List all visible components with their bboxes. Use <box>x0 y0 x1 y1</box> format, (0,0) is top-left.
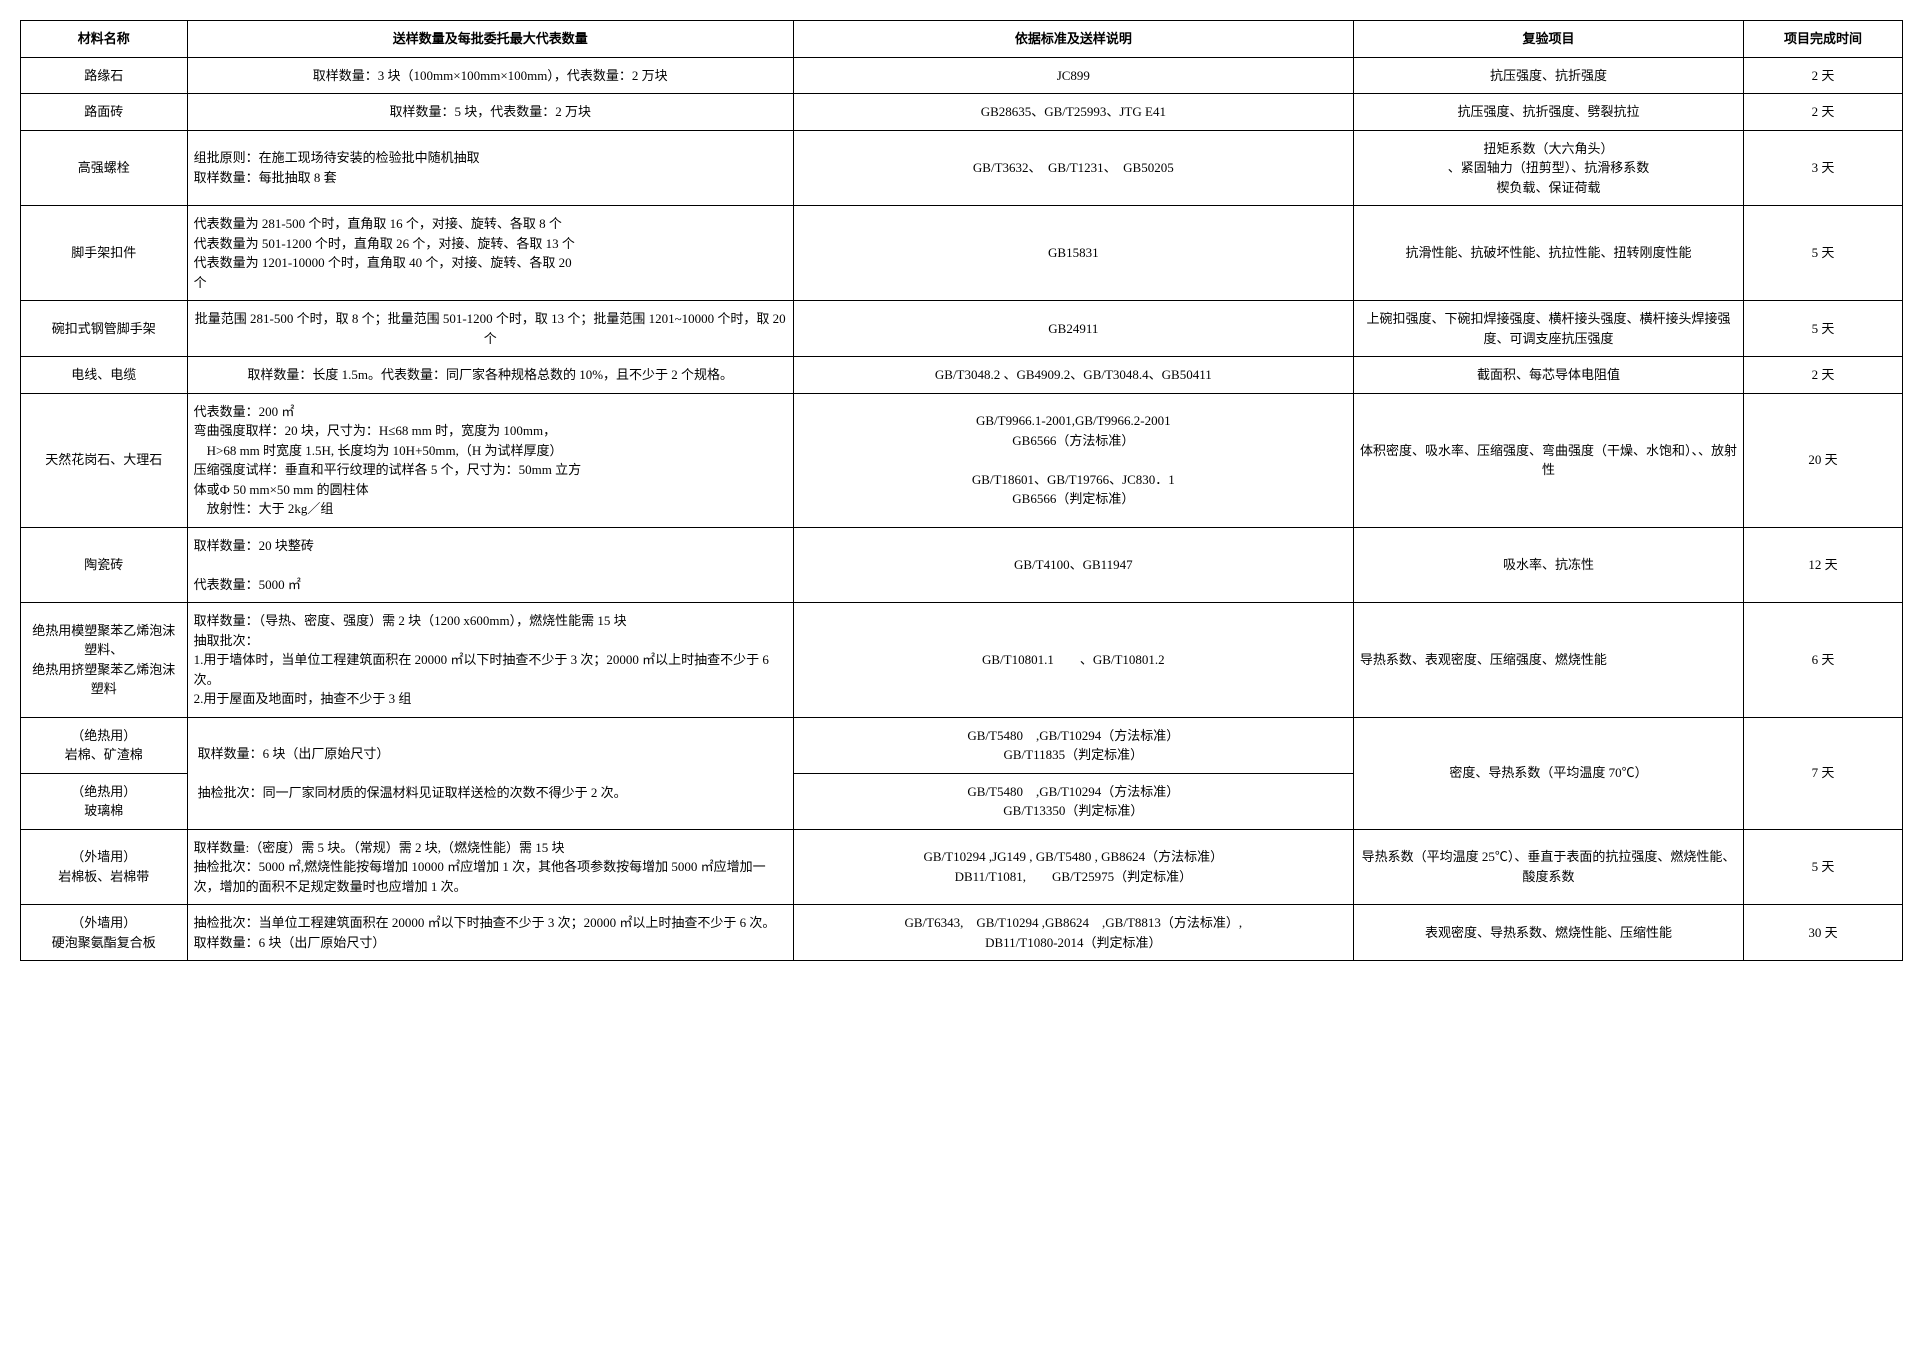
cell-test: 导热系数（平均温度 25℃）、垂直于表面的抗拉强度、燃烧性能、酸度系数 <box>1353 829 1743 905</box>
cell-qty: 取样数量:（密度）需 5 块。（常规）需 2 块,（燃烧性能）需 15 块抽检批… <box>187 829 793 905</box>
cell-qty: 取样数量：（导热、密度、强度）需 2 块（1200 x600mm），燃烧性能需 … <box>187 603 793 718</box>
cell-name: 高强螺栓 <box>21 130 188 206</box>
cell-qty: 代表数量为 281-500 个时，直角取 16 个，对接、旋转、各取 8 个代表… <box>187 206 793 301</box>
cell-std: JC899 <box>793 57 1353 94</box>
cell-name: 电线、电缆 <box>21 357 188 394</box>
cell-qty: 取样数量：5 块，代表数量：2 万块 <box>187 94 793 131</box>
header-time: 项目完成时间 <box>1744 21 1903 58</box>
cell-test: 体积密度、吸水率、压缩强度、弯曲强度（干燥、水饱和）、、放射性 <box>1353 393 1743 527</box>
cell-time: 6 天 <box>1744 603 1903 718</box>
table-row: 路面砖取样数量：5 块，代表数量：2 万块GB28635、GB/T25993、J… <box>21 94 1903 131</box>
cell-std: GB24911 <box>793 301 1353 357</box>
header-test: 复验项目 <box>1353 21 1743 58</box>
cell-time: 2 天 <box>1744 94 1903 131</box>
materials-table: 材料名称 送样数量及每批委托最大代表数量 依据标准及送样说明 复验项目 项目完成… <box>20 20 1903 961</box>
table-row: 电线、电缆取样数量：长度 1.5m。代表数量：同厂家各种规格总数的 10%，且不… <box>21 357 1903 394</box>
cell-test: 表观密度、导热系数、燃烧性能、压缩性能 <box>1353 905 1743 961</box>
table-row: 路缘石取样数量：3 块（100mm×100mm×100mm），代表数量：2 万块… <box>21 57 1903 94</box>
cell-std: GB/T5480 ,GB/T10294（方法标准）GB/T13350（判定标准） <box>793 773 1353 829</box>
cell-time: 20 天 <box>1744 393 1903 527</box>
cell-test: 截面积、每芯导体电阻值 <box>1353 357 1743 394</box>
cell-time: 5 天 <box>1744 301 1903 357</box>
cell-test: 导热系数、表观密度、压缩强度、燃烧性能 <box>1353 603 1743 718</box>
table-row: 陶瓷砖取样数量：20 块整砖代表数量：5000 ㎡GB/T4100、GB1194… <box>21 527 1903 603</box>
cell-name: 绝热用模塑聚苯乙烯泡沫塑料、绝热用挤塑聚苯乙烯泡沫塑料 <box>21 603 188 718</box>
cell-test: 抗滑性能、抗破坏性能、抗拉性能、扭转刚度性能 <box>1353 206 1743 301</box>
table-row: 绝热用模塑聚苯乙烯泡沫塑料、绝热用挤塑聚苯乙烯泡沫塑料取样数量：（导热、密度、强… <box>21 603 1903 718</box>
cell-time: 30 天 <box>1744 905 1903 961</box>
cell-qty: 代表数量：200 ㎡弯曲强度取样：20 块，尺寸为：H≤68 mm 时，宽度为 … <box>187 393 793 527</box>
cell-name: （绝热用）玻璃棉 <box>21 773 188 829</box>
cell-name: 碗扣式钢管脚手架 <box>21 301 188 357</box>
table-row: 高强螺栓组批原则：在施工现场待安装的检验批中随机抽取取样数量：每批抽取 8 套G… <box>21 130 1903 206</box>
cell-name: （绝热用）岩棉、矿渣棉 <box>21 717 188 773</box>
cell-std: GB/T10294 ,JG149 , GB/T5480 , GB8624（方法标… <box>793 829 1353 905</box>
cell-test: 吸水率、抗冻性 <box>1353 527 1743 603</box>
cell-name: 路缘石 <box>21 57 188 94</box>
cell-qty: 取样数量：6 块（出厂原始尺寸）抽检批次：同一厂家同材质的保温材料见证取样送检的… <box>187 717 793 829</box>
cell-name: 脚手架扣件 <box>21 206 188 301</box>
header-std: 依据标准及送样说明 <box>793 21 1353 58</box>
cell-qty: 取样数量：20 块整砖代表数量：5000 ㎡ <box>187 527 793 603</box>
header-name: 材料名称 <box>21 21 188 58</box>
cell-std: GB/T4100、GB11947 <box>793 527 1353 603</box>
cell-qty: 组批原则：在施工现场待安装的检验批中随机抽取取样数量：每批抽取 8 套 <box>187 130 793 206</box>
cell-std: GB/T5480 ,GB/T10294（方法标准）GB/T11835（判定标准） <box>793 717 1353 773</box>
cell-time: 5 天 <box>1744 829 1903 905</box>
header-qty: 送样数量及每批委托最大代表数量 <box>187 21 793 58</box>
cell-std: GB/T6343, GB/T10294 ,GB8624 ,GB/T8813（方法… <box>793 905 1353 961</box>
cell-time: 2 天 <box>1744 57 1903 94</box>
table-row: 碗扣式钢管脚手架批量范围 281-500 个时，取 8 个；批量范围 501-1… <box>21 301 1903 357</box>
cell-std: GB/T10801.1 、GB/T10801.2 <box>793 603 1353 718</box>
cell-name: 路面砖 <box>21 94 188 131</box>
cell-test: 抗压强度、抗折强度、劈裂抗拉 <box>1353 94 1743 131</box>
header-row: 材料名称 送样数量及每批委托最大代表数量 依据标准及送样说明 复验项目 项目完成… <box>21 21 1903 58</box>
cell-std: GB/T9966.1-2001,GB/T9966.2-2001GB6566（方法… <box>793 393 1353 527</box>
cell-time: 2 天 <box>1744 357 1903 394</box>
table-row: 脚手架扣件代表数量为 281-500 个时，直角取 16 个，对接、旋转、各取 … <box>21 206 1903 301</box>
cell-name: 陶瓷砖 <box>21 527 188 603</box>
cell-qty: 取样数量：长度 1.5m。代表数量：同厂家各种规格总数的 10%，且不少于 2 … <box>187 357 793 394</box>
cell-qty: 取样数量：3 块（100mm×100mm×100mm），代表数量：2 万块 <box>187 57 793 94</box>
cell-test: 抗压强度、抗折强度 <box>1353 57 1743 94</box>
cell-time: 5 天 <box>1744 206 1903 301</box>
cell-qty: 抽检批次：当单位工程建筑面积在 20000 ㎡以下时抽查不少于 3 次；2000… <box>187 905 793 961</box>
cell-std: GB/T3048.2 、GB4909.2、GB/T3048.4、GB50411 <box>793 357 1353 394</box>
table-row: （外墙用）岩棉板、岩棉带取样数量:（密度）需 5 块。（常规）需 2 块,（燃烧… <box>21 829 1903 905</box>
cell-time: 3 天 <box>1744 130 1903 206</box>
cell-std: GB28635、GB/T25993、JTG E41 <box>793 94 1353 131</box>
cell-name: （外墙用）岩棉板、岩棉带 <box>21 829 188 905</box>
cell-std: GB/T3632、 GB/T1231、 GB50205 <box>793 130 1353 206</box>
table-row: 天然花岗石、大理石代表数量：200 ㎡弯曲强度取样：20 块，尺寸为：H≤68 … <box>21 393 1903 527</box>
cell-qty: 批量范围 281-500 个时，取 8 个；批量范围 501-1200 个时，取… <box>187 301 793 357</box>
cell-name: （外墙用）硬泡聚氨酯复合板 <box>21 905 188 961</box>
cell-name: 天然花岗石、大理石 <box>21 393 188 527</box>
cell-test: 密度、导热系数（平均温度 70℃） <box>1353 717 1743 829</box>
cell-test: 上碗扣强度、下碗扣焊接强度、横杆接头强度、横杆接头焊接强度、可调支座抗压强度 <box>1353 301 1743 357</box>
table-row: （绝热用）岩棉、矿渣棉取样数量：6 块（出厂原始尺寸）抽检批次：同一厂家同材质的… <box>21 717 1903 773</box>
cell-time: 12 天 <box>1744 527 1903 603</box>
cell-std: GB15831 <box>793 206 1353 301</box>
table-row: （外墙用）硬泡聚氨酯复合板抽检批次：当单位工程建筑面积在 20000 ㎡以下时抽… <box>21 905 1903 961</box>
cell-time: 7 天 <box>1744 717 1903 829</box>
cell-test: 扭矩系数（大六角头）、紧固轴力（扭剪型）、抗滑移系数楔负载、保证荷载 <box>1353 130 1743 206</box>
